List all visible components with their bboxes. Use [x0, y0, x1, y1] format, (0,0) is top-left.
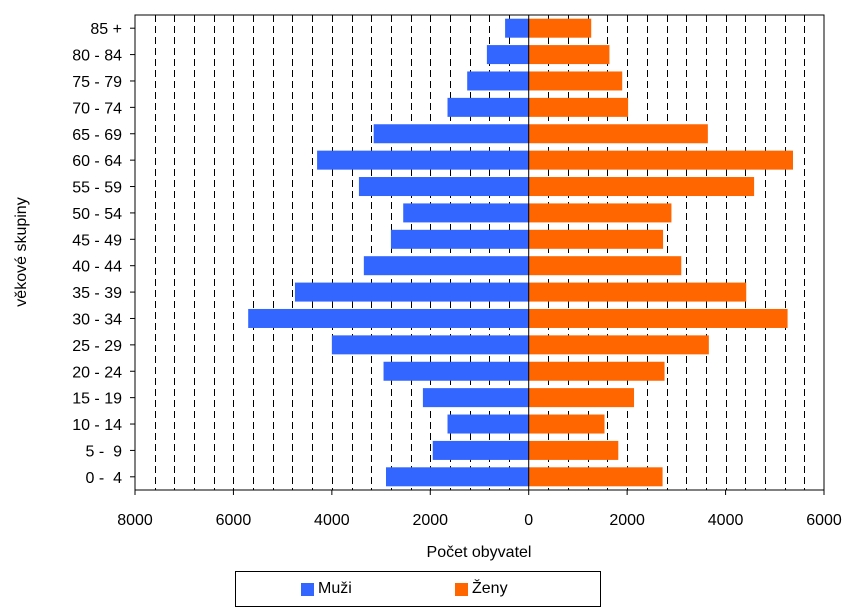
y-axis-label: věkové skupiny — [13, 197, 30, 306]
bar-men — [390, 229, 529, 249]
bar-women — [528, 256, 682, 276]
legend: Muži Ženy — [235, 571, 601, 607]
legend-swatch-men — [301, 582, 314, 596]
bar-women — [528, 45, 610, 65]
x-tick-labels: 8000 6000 4000 2000 0 2000 4000 6000 — [117, 490, 842, 529]
x-tick-label: 4000 — [314, 512, 350, 529]
y-tick-label: 30 - 34 — [72, 311, 122, 328]
bars — [248, 18, 793, 487]
y-tick-label: 70 - 74 — [72, 100, 122, 117]
bar-men — [383, 361, 529, 381]
bar-men — [294, 282, 529, 302]
y-tick-label: 20 - 24 — [72, 364, 122, 381]
bar-men — [432, 440, 529, 460]
y-tick-label: 40 - 44 — [72, 259, 122, 276]
y-tick-label: 75 - 79 — [72, 74, 122, 91]
y-tick-label: 15 - 19 — [72, 391, 122, 408]
y-tick-labels: 0 - 4 5 - 9 10 - 14 15 - 19 20 - 24 25 - 29 30… — [72, 21, 135, 487]
bar-women — [528, 308, 788, 328]
y-tick-label: 85 + — [90, 21, 122, 38]
x-tick-label: 0 — [524, 512, 533, 529]
bar-women — [528, 388, 635, 408]
legend-item-men: Muži — [301, 580, 352, 598]
bar-women — [528, 18, 592, 38]
bar-men — [505, 18, 529, 38]
bar-men — [422, 388, 529, 408]
gridlines — [155, 15, 805, 490]
x-tick-label: 2000 — [609, 512, 645, 529]
y-tick-label: 35 - 39 — [72, 285, 122, 302]
y-tick-label: 50 - 54 — [72, 206, 122, 223]
legend-item-women: Ženy — [455, 580, 508, 598]
plot-area — [134, 14, 825, 491]
bar-women — [528, 440, 619, 460]
legend-label-women: Ženy — [472, 580, 508, 597]
bar-women — [528, 229, 664, 249]
y-tick-label: 60 - 64 — [72, 153, 122, 170]
bar-men — [447, 97, 529, 117]
bar-women — [528, 71, 623, 91]
bar-men — [373, 124, 529, 144]
bar-men — [486, 45, 529, 65]
x-tick-label: 6000 — [806, 512, 842, 529]
bar-women — [528, 97, 629, 117]
bar-men — [403, 203, 529, 223]
y-tick-label: 0 - 4 — [86, 470, 123, 487]
bar-women — [528, 282, 747, 302]
bar-men — [467, 71, 529, 91]
bar-men — [363, 256, 529, 276]
y-tick-label: 65 - 69 — [72, 127, 122, 144]
y-tick-label: 55 - 59 — [72, 180, 122, 197]
x-tick-label: 6000 — [216, 512, 252, 529]
bar-men — [385, 467, 529, 487]
y-tick-label: 10 - 14 — [72, 417, 122, 434]
legend-swatch-women — [455, 582, 468, 596]
x-tick-label: 2000 — [412, 512, 448, 529]
bar-men — [447, 414, 529, 434]
y-tick-label: 5 - 9 — [86, 443, 123, 460]
y-tick-label: 80 - 84 — [72, 48, 122, 65]
bar-women — [528, 203, 672, 223]
bar-women — [528, 177, 755, 197]
bar-men — [317, 150, 529, 170]
bar-men — [358, 177, 529, 197]
x-tick-label: 8000 — [117, 512, 153, 529]
bar-women — [528, 414, 605, 434]
bar-men — [248, 308, 529, 328]
bar-women — [528, 361, 665, 381]
bar-women — [528, 335, 709, 355]
bar-men — [331, 335, 529, 355]
y-tick-label: 25 - 29 — [72, 338, 122, 355]
x-axis-label: Počet obyvatel — [427, 544, 532, 561]
x-tick-label: 4000 — [708, 512, 744, 529]
bar-women — [528, 150, 793, 170]
bar-women — [528, 467, 663, 487]
y-tick-label: 45 - 49 — [72, 232, 122, 249]
bar-women — [528, 124, 708, 144]
legend-label-men: Muži — [318, 580, 352, 597]
